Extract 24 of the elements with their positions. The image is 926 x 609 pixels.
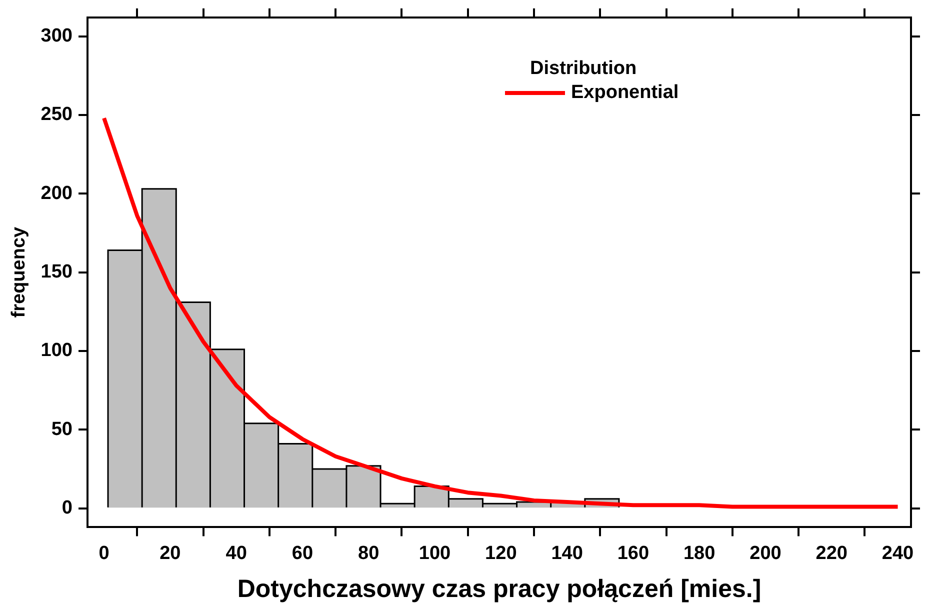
- y-tick-label: 200: [40, 182, 72, 204]
- x-tick-label: 180: [683, 542, 716, 564]
- y-tick-label: 300: [40, 26, 72, 47]
- y-tick-label: 100: [40, 340, 72, 362]
- y-tick-label: 50: [51, 418, 72, 440]
- x-tick-label: 200: [750, 542, 782, 564]
- x-tick-label: 80: [358, 542, 380, 564]
- x-tick-label: 220: [816, 542, 848, 564]
- x-tick-label: 20: [160, 542, 181, 564]
- y-tick-label: 250: [40, 104, 72, 126]
- x-tick-label: 60: [292, 542, 314, 564]
- y-tick-label: 0: [62, 498, 72, 519]
- x-tick-label: 0: [98, 542, 110, 564]
- x-tick-label: 40: [226, 542, 247, 564]
- legend-label: Exponential: [571, 82, 679, 104]
- y-axis-title: frequency: [8, 226, 30, 318]
- x-tick-label: 160: [617, 542, 650, 564]
- legend-title: Distribution: [530, 58, 638, 80]
- x-tick-label: 240: [882, 542, 914, 564]
- x-tick-label: 140: [551, 542, 583, 564]
- x-axis-title: Dotychczasowy czas pracy połączeń [mies.]: [237, 574, 762, 603]
- y-tick-label: 150: [40, 262, 72, 283]
- x-tick-label: 120: [485, 542, 517, 564]
- x-tick-label: 100: [418, 542, 451, 564]
